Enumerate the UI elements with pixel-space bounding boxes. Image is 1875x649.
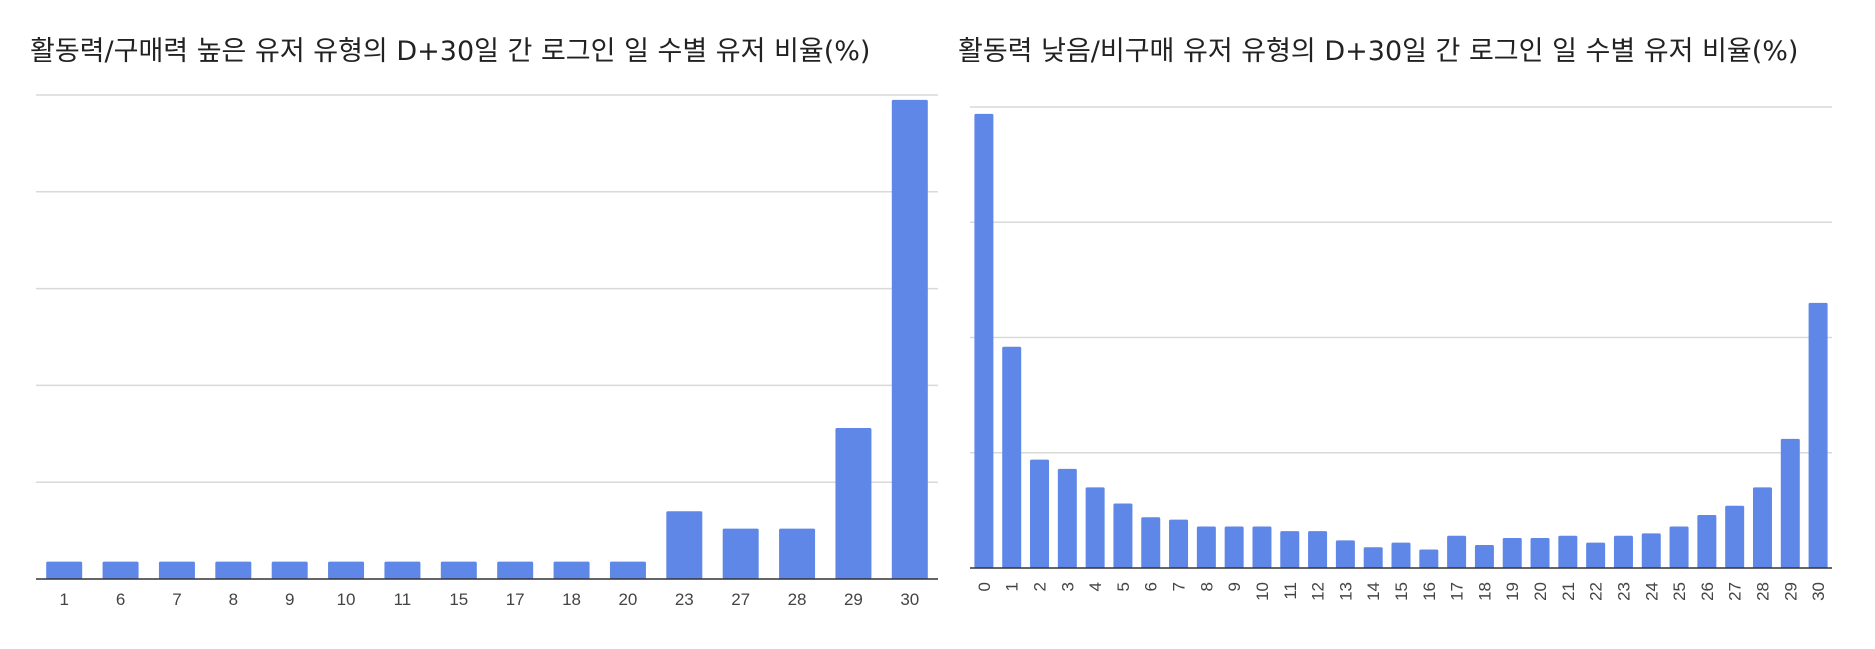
- bar[interactable]: [1780, 438, 1800, 568]
- x-tick-label: 29: [1781, 582, 1800, 601]
- x-tick-label: 30: [1809, 582, 1828, 601]
- bar[interactable]: [497, 561, 534, 579]
- bar[interactable]: [1808, 302, 1828, 568]
- x-tick-label: 5: [1114, 582, 1133, 591]
- bar[interactable]: [1391, 542, 1411, 568]
- x-tick-label: 13: [1336, 582, 1355, 601]
- bar[interactable]: [1419, 549, 1439, 568]
- bar[interactable]: [1474, 544, 1494, 568]
- bar[interactable]: [974, 113, 994, 568]
- chart-title: 활동력 낮음/비구매 유저 유형의 D+30일 간 로그인 일 수별 유저 비율…: [958, 36, 1798, 67]
- x-tick-label: 18: [562, 590, 581, 609]
- bar[interactable]: [1196, 526, 1216, 568]
- x-tick-label: 27: [1726, 582, 1745, 601]
- bar[interactable]: [779, 528, 816, 579]
- x-tick-label: 20: [618, 590, 637, 609]
- x-tick-label: 2: [1031, 582, 1050, 591]
- bar[interactable]: [1613, 535, 1633, 568]
- x-tick-label: 1: [1003, 582, 1022, 591]
- bar[interactable]: [1057, 468, 1077, 568]
- x-tick-label: 27: [731, 590, 750, 609]
- bar[interactable]: [1335, 540, 1355, 568]
- bar[interactable]: [328, 561, 365, 579]
- x-tick-label: 3: [1058, 582, 1077, 591]
- x-tick-label: 28: [1753, 582, 1772, 601]
- bar[interactable]: [553, 561, 590, 579]
- bar[interactable]: [1697, 514, 1717, 568]
- x-tick-label: 23: [675, 590, 694, 609]
- bar[interactable]: [1169, 519, 1189, 568]
- bar[interactable]: [158, 561, 195, 579]
- x-tick-label: 11: [394, 590, 412, 609]
- bar[interactable]: [609, 561, 646, 579]
- bar[interactable]: [215, 561, 252, 579]
- x-tick-label: 29: [844, 590, 863, 609]
- x-tick-label: 10: [1253, 582, 1272, 601]
- bar[interactable]: [722, 528, 759, 579]
- x-tick-label: 6: [1142, 582, 1161, 591]
- bar[interactable]: [1252, 526, 1272, 568]
- x-tick-label: 7: [1170, 582, 1189, 591]
- x-tick-label: 15: [1392, 582, 1411, 601]
- x-tick-label: 14: [1364, 582, 1383, 601]
- x-tick-label: 19: [1503, 582, 1522, 601]
- x-tick-label: 9: [285, 590, 294, 609]
- x-tick-label: 1: [59, 590, 68, 609]
- x-tick-label: 7: [172, 590, 181, 609]
- bar[interactable]: [666, 511, 703, 579]
- bar[interactable]: [1280, 531, 1300, 568]
- x-tick-label: 10: [337, 590, 356, 609]
- x-tick-label: 8: [229, 590, 238, 609]
- bar[interactable]: [384, 561, 421, 579]
- x-tick-label: 9: [1225, 582, 1244, 591]
- x-tick-label: 28: [788, 590, 807, 609]
- x-tick-label: 16: [1420, 582, 1439, 601]
- bar[interactable]: [1725, 505, 1745, 568]
- x-tick-label: 8: [1197, 582, 1216, 591]
- x-tick-label: 25: [1670, 582, 1689, 601]
- x-tick-label: 0: [975, 582, 994, 591]
- x-tick-label: 15: [449, 590, 468, 609]
- bar[interactable]: [1558, 535, 1578, 568]
- bar[interactable]: [891, 99, 928, 579]
- bar[interactable]: [1502, 538, 1522, 568]
- bar[interactable]: [835, 427, 872, 579]
- x-tick-label: 17: [1448, 582, 1467, 601]
- bar[interactable]: [1447, 535, 1467, 568]
- bar[interactable]: [1308, 531, 1328, 568]
- bar[interactable]: [1530, 538, 1550, 568]
- x-tick-label: 24: [1642, 582, 1661, 601]
- bar[interactable]: [440, 561, 477, 579]
- x-tick-label: 6: [116, 590, 125, 609]
- x-tick-label: 11: [1281, 582, 1300, 600]
- bar[interactable]: [102, 561, 139, 579]
- x-tick-label: 12: [1309, 582, 1328, 601]
- bar[interactable]: [1224, 526, 1244, 568]
- x-tick-label: 17: [506, 590, 525, 609]
- chart-high-activity: 활동력/구매력 높은 유저 유형의 D+30일 간 로그인 일 수별 유저 비율…: [30, 36, 938, 609]
- bar[interactable]: [46, 561, 83, 579]
- x-tick-label: 22: [1587, 582, 1606, 601]
- x-tick-label: 23: [1614, 582, 1633, 601]
- bar[interactable]: [1586, 542, 1606, 568]
- bar[interactable]: [271, 561, 308, 579]
- bar[interactable]: [1641, 533, 1661, 568]
- bar[interactable]: [1085, 487, 1105, 568]
- bar[interactable]: [1113, 503, 1133, 568]
- chart-title: 활동력/구매력 높은 유저 유형의 D+30일 간 로그인 일 수별 유저 비율…: [30, 36, 870, 67]
- x-tick-label: 30: [900, 590, 919, 609]
- x-tick-label: 18: [1475, 582, 1494, 601]
- bar[interactable]: [1030, 459, 1050, 568]
- bar[interactable]: [1002, 346, 1022, 568]
- bar[interactable]: [1669, 526, 1689, 568]
- x-tick-label: 20: [1531, 582, 1550, 601]
- x-tick-label: 4: [1086, 582, 1105, 591]
- chart-low-activity: 활동력 낮음/비구매 유저 유형의 D+30일 간 로그인 일 수별 유저 비율…: [958, 36, 1832, 601]
- x-tick-label: 26: [1698, 582, 1717, 601]
- bar[interactable]: [1752, 487, 1772, 568]
- bar[interactable]: [1363, 547, 1383, 568]
- x-tick-label: 21: [1559, 582, 1578, 601]
- bar[interactable]: [1141, 517, 1161, 568]
